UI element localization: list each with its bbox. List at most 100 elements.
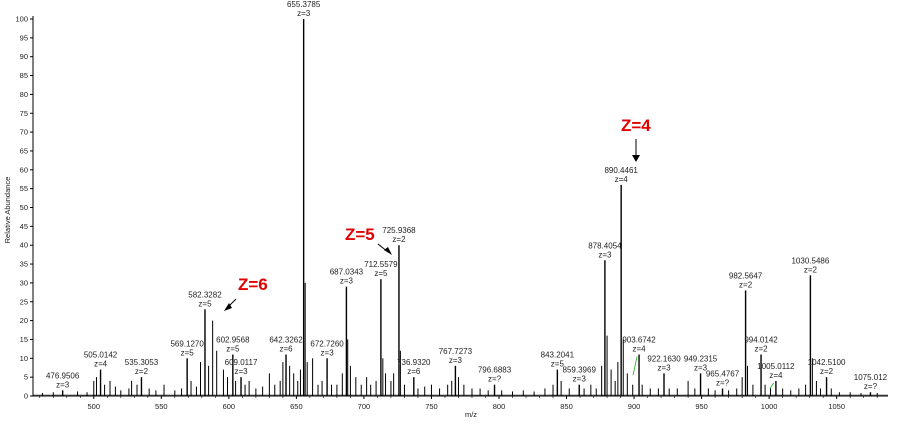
peak-mz-label: 672.7260 <box>310 339 344 348</box>
peak-mz-label: 796.6883 <box>478 366 512 375</box>
annotation-label: Z=5 <box>345 225 375 244</box>
peak-charge-label: z=3 <box>234 367 248 376</box>
peak-charge-label: z=3 <box>573 375 587 384</box>
label-connector <box>769 382 775 389</box>
label-connector <box>632 356 638 376</box>
y-tick-label: 30 <box>20 278 28 287</box>
y-tick-label: 75 <box>20 109 28 118</box>
peak-mz-label: 949.2315 <box>684 354 718 363</box>
peak-charge-label: z=? <box>864 382 878 391</box>
peak-mz-label: 655.3785 <box>287 0 321 9</box>
y-tick-label: 40 <box>20 241 28 250</box>
peak-charge-label: z=4 <box>632 345 646 354</box>
peak-charge-label: z=3 <box>321 348 335 357</box>
y-tick-label: 70 <box>20 128 28 137</box>
annotation-label: Z=4 <box>621 116 651 135</box>
axes: 0 5 10 15 20 25 30 35 40 45 50 55 60 65 70 75 80 85 90 95 10… <box>15 15 888 411</box>
x-tick-label: 500 <box>88 402 101 411</box>
annotation-arrowhead <box>632 155 640 162</box>
peak-mz-label: 569.1270 <box>170 339 204 348</box>
peak-charge-label: z=3 <box>694 363 708 372</box>
peak-mz-label: 1042.5100 <box>808 358 846 367</box>
x-tick-label: 850 <box>560 402 573 411</box>
peak-mz-label: 922.1630 <box>647 354 681 363</box>
peak-charge-label: z=5 <box>551 360 565 369</box>
peak-charge-label: z=2 <box>754 345 768 354</box>
y-tick-label: 50 <box>20 203 28 212</box>
y-tick-label: 85 <box>20 71 28 80</box>
x-tick-label: 550 <box>155 402 168 411</box>
peak-mz-label: 609.0117 <box>225 358 258 367</box>
peak-mz-label: 843.2041 <box>541 351 575 360</box>
peak-charge-label: z=3 <box>657 363 671 372</box>
y-tick-label: 0 <box>24 392 28 401</box>
peak-charge-label: z=4 <box>769 371 783 380</box>
annotation-arrowhead <box>224 303 232 311</box>
peak-charge-label: z=3 <box>56 380 70 389</box>
y-tick-label: 35 <box>20 260 28 269</box>
y-tick-label: 100 <box>15 15 28 24</box>
peak-charge-label: z=? <box>716 378 730 387</box>
peak-charge-label: z=3 <box>449 356 463 365</box>
y-axis-title: Relative Abundance <box>3 177 12 244</box>
peak-charge-label: z=3 <box>598 250 612 259</box>
y-tick-label: 20 <box>20 316 28 325</box>
y-tick-label: 95 <box>20 33 28 42</box>
peak-mz-label: 878.4054 <box>588 241 622 250</box>
peak-mz-label: 725.9368 <box>382 226 416 235</box>
peak-charge-label: z=2 <box>739 280 753 289</box>
y-tick-label: 60 <box>20 165 28 174</box>
peak-mz-label: 994.0142 <box>744 336 778 345</box>
peak-mz-label: 890.4461 <box>604 166 638 175</box>
peak-mz-label: 582.3282 <box>188 290 222 299</box>
x-axis-title: m/z <box>465 410 477 419</box>
peak-mz-label: 535.3053 <box>125 358 159 367</box>
y-tick-label: 45 <box>20 222 28 231</box>
peak-mz-label: 687.0343 <box>330 268 364 277</box>
y-tick-label: 15 <box>20 335 28 344</box>
peak-charge-label: z=4 <box>94 360 108 369</box>
peak-mz-label: 736.9320 <box>397 358 431 367</box>
annotations: Z=6 Z=5 Z=4 <box>224 116 775 389</box>
peak-charge-label: z=3 <box>340 277 354 286</box>
x-tick-label: 1050 <box>828 402 845 411</box>
y-tick-label: 10 <box>20 354 28 363</box>
peak-mz-label: 859.3969 <box>563 366 597 375</box>
peak-charge-label: z=2 <box>804 265 818 274</box>
y-tick-label: 55 <box>20 184 28 193</box>
annotation-label: Z=6 <box>238 275 268 294</box>
peak-mz-label: 1030.5486 <box>791 256 829 265</box>
y-tick-label: 25 <box>20 297 28 306</box>
x-tick-label: 900 <box>628 402 641 411</box>
spectrum-peaks <box>33 19 888 396</box>
y-tick-label: 5 <box>24 373 28 382</box>
peak-charge-label: z=6 <box>407 367 421 376</box>
x-tick-label: 1000 <box>761 402 778 411</box>
y-tick-label: 90 <box>20 52 28 61</box>
y-tick-label: 65 <box>20 146 28 155</box>
x-tick-label: 700 <box>358 402 371 411</box>
x-tick-label: 650 <box>290 402 303 411</box>
peak-mz-label: 505.0142 <box>84 351 118 360</box>
peak-charge-label: z=2 <box>135 367 149 376</box>
peak-charge-label: z=5 <box>374 269 388 278</box>
peak-mz-label: 642.3262 <box>269 336 303 345</box>
peak-charge-label: z=? <box>488 375 502 384</box>
peak-mz-label: 712.5579 <box>364 260 398 269</box>
peak-charge-label: z=2 <box>820 367 834 376</box>
peak-charge-label: z=3 <box>297 9 311 18</box>
peak-charge-label: z=6 <box>279 345 293 354</box>
peak-charge-label: z=4 <box>615 175 629 184</box>
peak-mz-label: 982.5647 <box>729 271 763 280</box>
x-tick-label: 600 <box>223 402 236 411</box>
peak-mz-label: 903.6742 <box>622 336 656 345</box>
x-tick-label: 950 <box>695 402 708 411</box>
peak-mz-label: 1005.0112 <box>757 362 795 371</box>
peak-charge-label: z=2 <box>392 235 406 244</box>
peak-mz-label: 1075.012 <box>854 373 888 382</box>
peak-charge-label: z=5 <box>198 299 212 308</box>
y-tick-label: 80 <box>20 90 28 99</box>
peak-mz-label: 602.9568 <box>216 336 250 345</box>
